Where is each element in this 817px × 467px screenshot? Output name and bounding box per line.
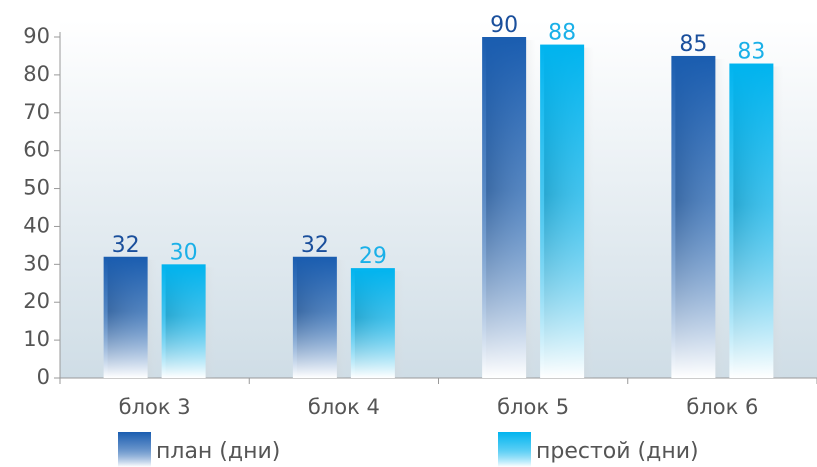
x-tick-label: блок 3 — [119, 395, 191, 419]
bar — [729, 63, 774, 379]
y-tick-label: 80 — [23, 62, 50, 86]
value-label: 88 — [548, 21, 576, 46]
legend-label: план (дни) — [156, 439, 280, 464]
bar — [161, 264, 206, 378]
y-tick-label: 30 — [23, 251, 50, 275]
bar — [292, 256, 337, 378]
y-tick-label: 20 — [23, 289, 50, 313]
y-tick-label: 10 — [23, 327, 50, 351]
y-tick-label: 90 — [23, 24, 50, 48]
y-tick-label: 50 — [23, 176, 50, 200]
value-label: 30 — [170, 240, 198, 265]
y-tick-label: 70 — [23, 100, 50, 124]
y-tick-label: 0 — [37, 365, 50, 389]
x-tick-label: блок 5 — [497, 395, 569, 419]
bar — [671, 55, 716, 378]
value-label: 32 — [301, 233, 329, 258]
legend-swatch — [118, 432, 151, 467]
bar — [540, 44, 585, 378]
y-tick-label: 40 — [23, 213, 50, 237]
value-label: 85 — [679, 32, 707, 57]
value-label: 32 — [112, 233, 140, 258]
bar — [350, 268, 395, 378]
x-tick-label: блок 6 — [686, 395, 758, 419]
x-tick-label: блок 4 — [308, 395, 380, 419]
legend-swatch — [498, 432, 531, 467]
bar — [482, 37, 527, 378]
bar — [103, 256, 148, 378]
value-label: 83 — [737, 40, 765, 65]
legend-label: престой (дни) — [536, 439, 699, 464]
y-tick-label: 60 — [23, 138, 50, 162]
value-label: 90 — [490, 13, 518, 38]
value-label: 29 — [359, 244, 387, 269]
